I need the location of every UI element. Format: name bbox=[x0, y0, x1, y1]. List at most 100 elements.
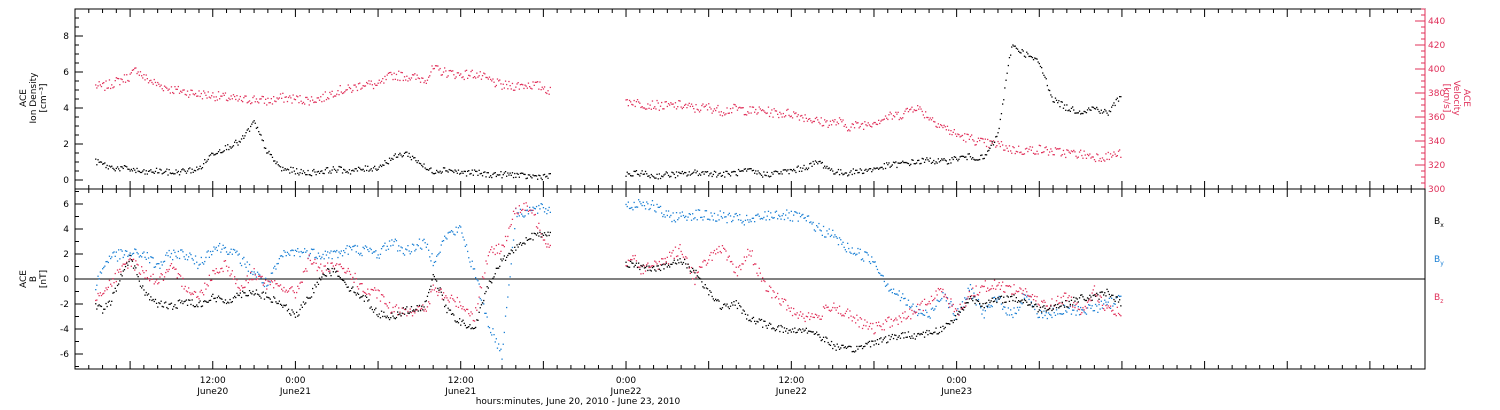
bx-point bbox=[325, 275, 328, 277]
bz-point bbox=[735, 266, 737, 268]
bz-point bbox=[728, 255, 730, 257]
bz-point bbox=[375, 289, 377, 291]
bz-point bbox=[307, 257, 309, 260]
bx-point bbox=[759, 319, 761, 321]
velocity-point bbox=[889, 111, 891, 113]
density-point bbox=[243, 137, 245, 139]
bz-point bbox=[956, 309, 958, 311]
by-point bbox=[1113, 302, 1115, 305]
velocity-point bbox=[464, 70, 466, 72]
velocity-point bbox=[681, 107, 683, 110]
density-point bbox=[214, 153, 216, 156]
bz-point bbox=[674, 246, 677, 248]
bz-point bbox=[742, 263, 744, 265]
by-point bbox=[694, 217, 696, 219]
density-point bbox=[1080, 113, 1082, 115]
velocity-point bbox=[695, 104, 697, 106]
density-point bbox=[1047, 89, 1050, 91]
bz-point bbox=[1029, 295, 1031, 297]
velocity-point bbox=[113, 86, 115, 88]
density-point bbox=[432, 172, 434, 175]
velocity-point bbox=[278, 97, 280, 99]
bz-point bbox=[678, 247, 680, 250]
velocity-point bbox=[1024, 148, 1027, 150]
bz-point bbox=[134, 269, 136, 271]
density-point bbox=[1022, 50, 1024, 52]
velocity-point bbox=[1070, 150, 1073, 152]
velocity-point bbox=[371, 84, 373, 86]
bz-point bbox=[967, 296, 969, 298]
density-point bbox=[832, 170, 834, 172]
density-point bbox=[502, 174, 504, 176]
velocity-point bbox=[871, 126, 873, 128]
by-point bbox=[348, 245, 351, 247]
by-point bbox=[523, 216, 525, 218]
bz-point bbox=[859, 317, 861, 319]
by-point bbox=[1083, 311, 1085, 313]
velocity-point bbox=[462, 76, 464, 78]
bz-point bbox=[867, 328, 869, 330]
bz-point bbox=[504, 235, 507, 238]
velocity-point bbox=[177, 85, 179, 88]
velocity-point bbox=[987, 138, 989, 141]
density-point bbox=[972, 157, 974, 159]
velocity-point bbox=[183, 89, 185, 91]
bx-point bbox=[114, 287, 116, 289]
velocity-point bbox=[894, 116, 896, 118]
bz-point bbox=[339, 263, 341, 265]
bx-point bbox=[120, 273, 122, 276]
velocity-point bbox=[980, 137, 982, 139]
density-point bbox=[367, 165, 369, 167]
bx-point bbox=[1058, 307, 1060, 309]
bx-point bbox=[671, 263, 673, 265]
bx-point bbox=[779, 330, 781, 333]
velocity-point bbox=[376, 84, 378, 86]
bz-point bbox=[335, 264, 337, 266]
velocity-point bbox=[362, 85, 364, 87]
bx-point bbox=[1069, 303, 1071, 306]
by-point bbox=[313, 248, 315, 250]
velocity-point bbox=[689, 105, 691, 108]
velocity-point bbox=[644, 108, 647, 110]
velocity-ylabel-line2: Velocity bbox=[1451, 80, 1461, 116]
bx-point bbox=[881, 341, 883, 343]
by-point bbox=[860, 259, 863, 261]
by-point bbox=[1065, 310, 1067, 312]
velocity-point bbox=[191, 89, 193, 92]
velocity-point bbox=[347, 84, 349, 86]
bx-point bbox=[265, 292, 267, 294]
density-point bbox=[902, 160, 904, 162]
density-point bbox=[853, 172, 856, 175]
bx-point bbox=[926, 329, 928, 332]
velocity-point bbox=[409, 79, 411, 81]
b-tick-label: 0 bbox=[63, 275, 69, 285]
density-point bbox=[294, 173, 297, 175]
bx-point bbox=[786, 328, 788, 330]
bx-point bbox=[437, 287, 439, 290]
bz-point bbox=[632, 255, 634, 257]
bx-point bbox=[399, 313, 401, 315]
density-point bbox=[909, 164, 911, 167]
date-tick-label: June21 bbox=[444, 387, 476, 397]
bz-point bbox=[521, 209, 523, 211]
bx-point bbox=[697, 276, 699, 278]
density-point bbox=[998, 127, 1000, 130]
density-point bbox=[946, 163, 949, 165]
b-tick-label: -6 bbox=[60, 350, 69, 360]
bx-point bbox=[1067, 306, 1069, 308]
bx-point bbox=[327, 268, 329, 270]
by-point bbox=[453, 233, 455, 235]
density-point bbox=[181, 169, 183, 171]
bx-point bbox=[217, 295, 220, 297]
bz-point bbox=[990, 288, 992, 290]
bz-point bbox=[1037, 303, 1039, 305]
density-point bbox=[843, 173, 845, 175]
bz-point bbox=[323, 265, 325, 267]
bx-point bbox=[757, 321, 759, 323]
bz-point bbox=[247, 282, 249, 284]
bz-point bbox=[238, 287, 240, 289]
velocity-point bbox=[328, 98, 330, 100]
density-point bbox=[221, 151, 223, 154]
density-point bbox=[802, 167, 804, 169]
bx-point bbox=[686, 267, 688, 269]
